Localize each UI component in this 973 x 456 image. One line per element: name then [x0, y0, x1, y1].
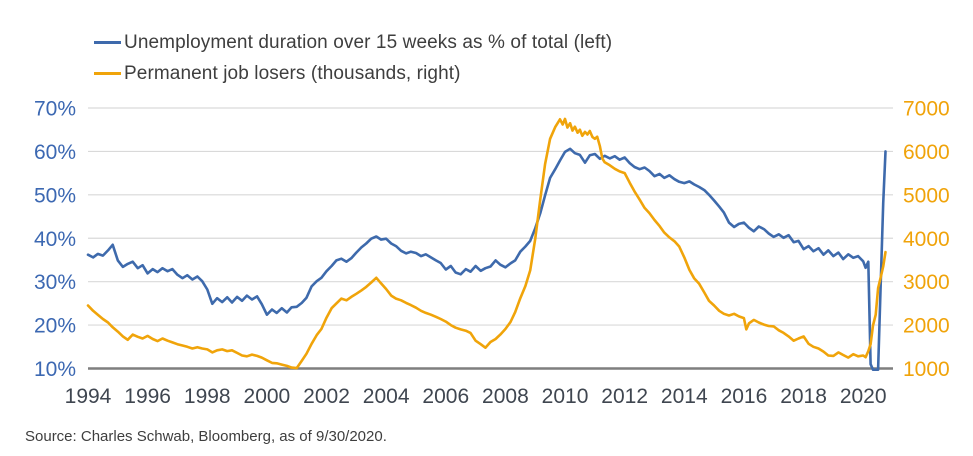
x-axis-label: 2016	[721, 385, 768, 408]
y-axis-label-left: 50%	[34, 184, 76, 207]
x-axis-label: 2018	[780, 385, 827, 408]
y-axis-label-right: 7000	[903, 98, 950, 121]
x-axis-label: 2020	[840, 385, 887, 408]
x-axis-label: 2010	[542, 385, 589, 408]
x-axis-label: 2006	[422, 385, 469, 408]
x-axis-label: 2014	[661, 385, 708, 408]
y-axis-label-left: 40%	[34, 228, 76, 251]
legend-item-permanent-job-losers: Permanent job losers (thousands, right)	[94, 58, 612, 89]
y-axis-label-left: 60%	[34, 141, 76, 164]
y-axis-label-right: 2000	[903, 315, 950, 338]
legend-line-swatch-blue-icon	[94, 41, 121, 44]
legend-label-permanent-job-losers: Permanent job losers (thousands, right)	[124, 62, 461, 84]
x-axis-label: 1994	[65, 385, 112, 408]
x-axis-label: 1996	[124, 385, 171, 408]
y-axis-label-left: 30%	[34, 271, 76, 294]
x-axis-label: 2004	[363, 385, 410, 408]
y-axis-label-right: 4000	[903, 228, 950, 251]
y-axis-label-right: 1000	[903, 358, 950, 381]
y-axis-label-left: 20%	[34, 315, 76, 338]
y-axis-label-right: 3000	[903, 271, 950, 294]
x-axis-label: 2008	[482, 385, 529, 408]
legend-item-unemployment-duration: Unemployment duration over 15 weeks as %…	[94, 27, 612, 58]
series-line-permanent-job-losers	[86, 117, 887, 370]
legend-line-swatch-orange-icon	[94, 72, 121, 75]
x-axis-label: 1998	[184, 385, 231, 408]
source-note: Source: Charles Schwab, Bloomberg, as of…	[25, 428, 387, 445]
legend-label-unemployment-duration: Unemployment duration over 15 weeks as %…	[124, 31, 613, 53]
y-axis-label-right: 5000	[903, 184, 950, 207]
legend: Unemployment duration over 15 weeks as %…	[94, 27, 612, 89]
y-axis-label-right: 6000	[903, 141, 950, 164]
x-axis-label: 2002	[303, 385, 350, 408]
series-line-unemployment-duration	[86, 147, 887, 371]
x-axis-label: 2000	[244, 385, 291, 408]
y-axis-label-left: 10%	[34, 358, 76, 381]
x-axis-label: 2012	[601, 385, 648, 408]
y-axis-label-left: 70%	[34, 98, 76, 121]
